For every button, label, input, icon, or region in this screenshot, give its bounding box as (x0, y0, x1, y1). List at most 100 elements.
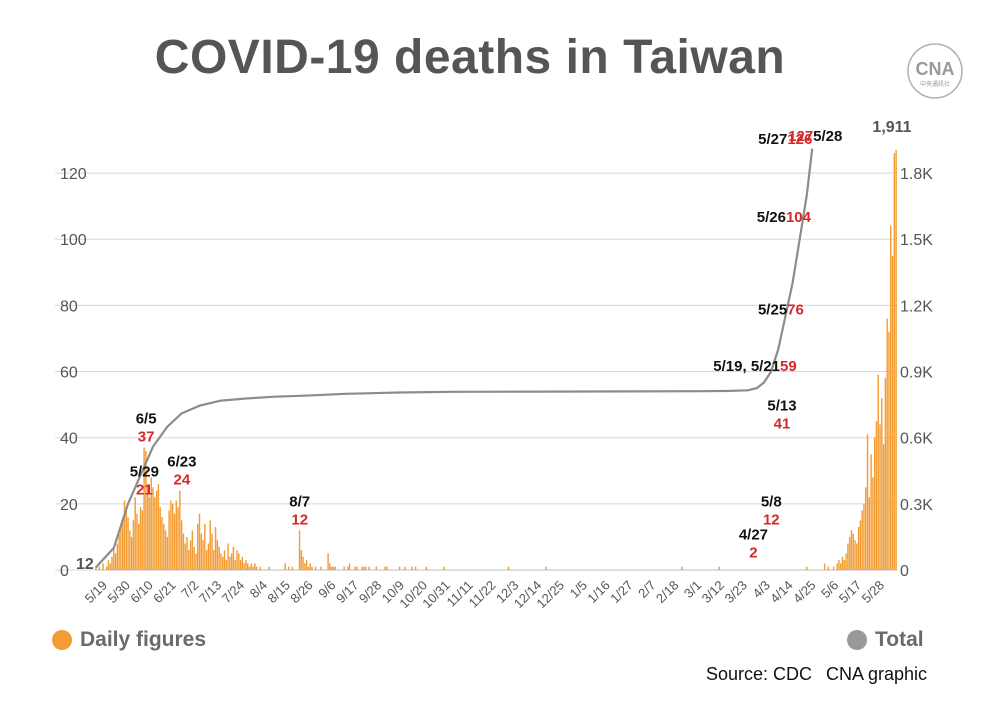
daily-bar (307, 566, 310, 570)
daily-bar (857, 527, 860, 570)
daily-bar (234, 560, 236, 570)
daily-bar (847, 543, 849, 570)
daily-bar (384, 566, 386, 570)
daily-bar (361, 566, 363, 570)
daily-bar (848, 536, 851, 570)
daily-bar (245, 560, 247, 570)
daily-bar (300, 550, 303, 570)
x-tick-label: 4/25 (790, 578, 819, 607)
daily-bar (832, 566, 835, 570)
x-tick-label: 7/24 (219, 578, 248, 607)
annotation-date: 5/27 (758, 131, 787, 148)
daily-bar (95, 566, 97, 570)
daily-bar (259, 566, 261, 570)
daily-bar (881, 398, 883, 570)
y-left-tick-label: 20 (60, 497, 78, 514)
y-right-tick-label: 1.5K (900, 232, 933, 249)
daily-bar (111, 556, 113, 570)
daily-bar (836, 563, 838, 570)
daily-bar (198, 513, 201, 570)
daily-bar (284, 563, 286, 570)
daily-bar (171, 503, 174, 570)
daily-bar (298, 530, 301, 570)
x-tick-label: 1/16 (584, 578, 613, 607)
daily-bar (239, 560, 242, 570)
annotation-date: 8/7 (289, 493, 310, 510)
daily-bar (139, 507, 142, 570)
legend-total: Total (847, 628, 924, 652)
annotation-date: 5/19, 5/21 (713, 358, 780, 375)
y-left-tick-label: 80 (60, 298, 78, 315)
legend-daily: Daily figures (52, 628, 206, 652)
annotation-date: 5/13 (767, 397, 796, 414)
annotation-date: 4/27 (739, 526, 768, 543)
x-tick-label: 6/21 (150, 578, 179, 607)
daily-bar (173, 513, 176, 570)
daily-bar (398, 566, 401, 570)
daily-bar (118, 533, 120, 570)
daily-bar (164, 530, 167, 570)
daily-bar (146, 484, 149, 570)
daily-bar (189, 540, 192, 570)
daily-bar (161, 517, 163, 570)
annotation: 5/2576 (758, 302, 804, 319)
daily-bar (157, 484, 160, 570)
daily-bar (305, 560, 308, 570)
daily-bar (225, 560, 227, 570)
daily-bar (248, 566, 251, 570)
annotation-value: 21 (136, 482, 153, 499)
annotation-value: 12 (763, 511, 780, 528)
y-right-tick-label: 0.6K (900, 431, 933, 448)
daily-bar (184, 543, 186, 570)
daily-bar (309, 563, 311, 570)
daily-bar (152, 487, 154, 570)
daily-bar (186, 536, 188, 570)
daily-bar (875, 421, 878, 570)
daily-bar (852, 533, 854, 570)
x-tick-label: 5/30 (104, 578, 133, 607)
x-tick-label: 4/14 (767, 578, 796, 607)
daily-bar (107, 560, 110, 570)
daily-bar (125, 510, 127, 570)
daily-bar (355, 566, 358, 570)
y-right-tick-label: 1.8K (900, 166, 933, 183)
daily-bar (255, 566, 258, 570)
daily-bar (193, 546, 195, 570)
daily-bar (291, 566, 294, 570)
daily-bar (130, 536, 133, 570)
chart-title: COVID-19 deaths in Taiwan (154, 31, 786, 84)
daily-bar (882, 444, 885, 570)
daily-bar (216, 540, 219, 570)
daily-bar (154, 497, 156, 570)
x-tick-label: 8/26 (287, 578, 316, 607)
daily-bar (227, 543, 229, 570)
daily-bar (364, 566, 367, 570)
x-tick-label: 1/27 (607, 578, 636, 607)
legend-total-label: Total (875, 628, 924, 651)
daily-bar (136, 513, 138, 570)
annotation-value: 12 (291, 511, 308, 528)
daily-bar (134, 497, 136, 570)
daily-bar (166, 536, 169, 570)
daily-bar (681, 566, 683, 570)
daily-bar (865, 487, 867, 570)
daily-bar (220, 553, 222, 570)
daily-bar (843, 560, 846, 570)
annotation: 1275/28 (788, 128, 842, 145)
daily-bar (856, 543, 858, 570)
x-tick-label: 8/15 (264, 578, 293, 607)
daily-bar (138, 523, 140, 570)
daily-bar (895, 149, 897, 570)
daily-bar (368, 566, 370, 570)
source-note: Source: CDC (706, 664, 813, 684)
daily-bar (866, 434, 869, 570)
daily-bar (145, 450, 147, 570)
daily-bar (425, 566, 428, 570)
daily-bar (247, 563, 249, 570)
daily-bar (168, 510, 170, 570)
daily-bar (414, 566, 417, 570)
daily-bar (884, 378, 887, 570)
annotation-value: 37 (138, 429, 155, 446)
annotation-value: 24 (174, 472, 191, 489)
daily-bar (311, 566, 313, 570)
